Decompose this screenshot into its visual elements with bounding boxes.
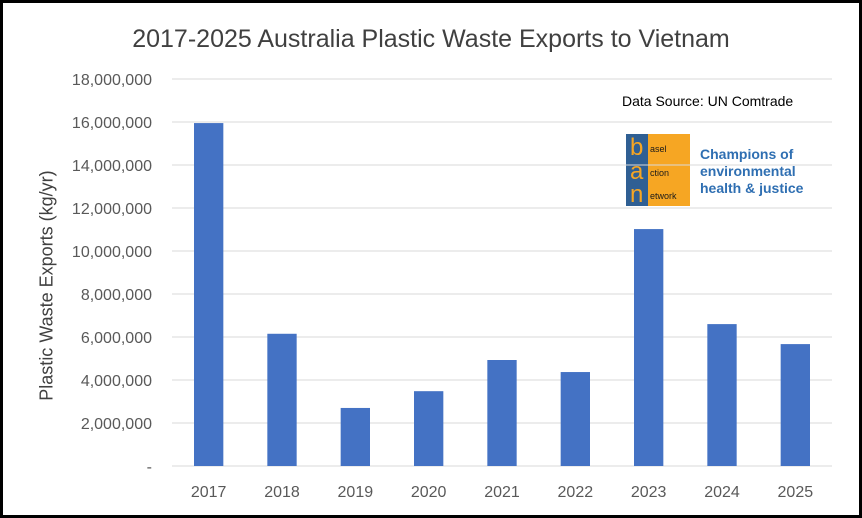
- bar-2020: [414, 391, 444, 466]
- y-tick-label: 12,000,000: [72, 201, 152, 218]
- x-tick-label: 2018: [264, 484, 300, 501]
- x-tick-label: 2025: [778, 484, 814, 501]
- logo-tagline: Champions of environmental health & just…: [700, 146, 803, 197]
- x-tick-label: 2017: [191, 484, 227, 501]
- bar-2019: [340, 407, 370, 466]
- y-tick-label: 6,000,000: [81, 330, 152, 347]
- logo-word-action: ction: [650, 168, 669, 178]
- logo-left-panel: [626, 134, 648, 206]
- logo-tagline-line: environmental: [700, 163, 796, 179]
- bar-2024: [707, 324, 737, 466]
- y-tick-label: 4,000,000: [81, 373, 152, 390]
- y-tick-label: 8,000,000: [81, 287, 152, 304]
- y-tick-label: -: [147, 459, 152, 476]
- x-tick-label: 2020: [411, 484, 447, 501]
- bar-2022: [560, 372, 590, 466]
- bar-2017: [194, 123, 224, 466]
- x-tick-label: 2021: [484, 484, 520, 501]
- ban-logo: b a n asel ction etwork: [626, 134, 690, 206]
- y-tick-label: 2,000,000: [81, 416, 152, 433]
- data-source-annotation: Data Source: UN Comtrade: [622, 93, 794, 109]
- x-tick-label: 2019: [338, 484, 374, 501]
- bar-2025: [780, 344, 810, 466]
- x-tick-label: 2022: [558, 484, 594, 501]
- x-tick-label: 2024: [704, 484, 740, 501]
- logo-letter-b: b: [630, 134, 643, 161]
- logo-word-basel: asel: [650, 144, 667, 154]
- y-tick-label: 10,000,000: [72, 244, 152, 261]
- x-tick-label: 2023: [631, 484, 667, 501]
- chart-title: 2017-2025 Australia Plastic Waste Export…: [132, 25, 730, 53]
- bar-2023: [634, 229, 664, 466]
- logo-letter-n: n: [630, 181, 643, 206]
- bar-2018: [267, 333, 297, 466]
- bar-2021: [487, 360, 517, 466]
- logo-word-network: etwork: [650, 191, 677, 201]
- logo-tagline-line: Champions of: [700, 146, 794, 162]
- y-tick-label: 14,000,000: [72, 158, 152, 175]
- y-tick-label: 16,000,000: [72, 115, 152, 132]
- y-tick-label: 18,000,000: [72, 72, 152, 89]
- logo-tagline-line: health & justice: [700, 180, 804, 196]
- logo-right-panel: [648, 134, 690, 206]
